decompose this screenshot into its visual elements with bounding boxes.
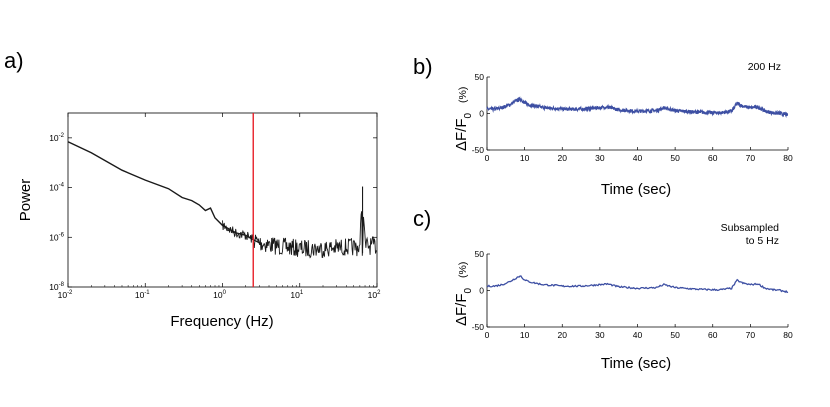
y-label-unit-b: (%) bbox=[457, 87, 469, 103]
x-tick-base-a: 10 bbox=[290, 290, 300, 300]
y-tick-base-a: 10 bbox=[49, 282, 59, 292]
x-tick-exp-a: -2 bbox=[67, 290, 73, 296]
y-tick-label-b: 0 bbox=[479, 109, 484, 119]
y-tick-label-c: -50 bbox=[472, 322, 485, 332]
x-tick-label-a: 10-2 bbox=[58, 290, 73, 300]
y-tick-base-a: 10 bbox=[49, 183, 59, 193]
x-axis-label-b: Time (sec) bbox=[601, 181, 671, 198]
x-tick-label-c: 50 bbox=[670, 330, 680, 340]
y-label-sub-c: 0 bbox=[463, 287, 474, 293]
x-tick-label-b: 60 bbox=[708, 153, 718, 163]
x-tick-label-c: 20 bbox=[558, 330, 568, 340]
x-tick-base-a: 10 bbox=[58, 290, 68, 300]
y-tick-exp-a: -4 bbox=[59, 183, 65, 189]
x-ticks-c: 0 10 20 30 40 50 60 70 80 bbox=[485, 324, 793, 340]
y-tick-label-a: 10-8 bbox=[49, 282, 64, 292]
y-ticks-a: 10-810-610-410-2 bbox=[49, 133, 377, 292]
axes-b bbox=[486, 77, 788, 151]
y-axis-label-c: ΔF/F0 (%) bbox=[453, 262, 474, 326]
x-tick-exp-a: 1 bbox=[300, 290, 304, 296]
y-tick-label-c: 0 bbox=[479, 286, 484, 296]
x-tick-label-b: 50 bbox=[670, 153, 680, 163]
y-label-sub-b: 0 bbox=[463, 112, 474, 118]
x-tick-exp-a: 0 bbox=[223, 290, 227, 296]
y-ticks-b: -50 0 50 bbox=[472, 72, 490, 155]
y-label-main-c: ΔF/F bbox=[453, 293, 470, 326]
x-tick-label-c: 70 bbox=[746, 330, 756, 340]
svg-text:ΔF/F0: ΔF/F0 bbox=[453, 287, 474, 326]
panel-label-c: c) bbox=[413, 206, 431, 231]
x-tick-label-b: 40 bbox=[633, 153, 643, 163]
y-axis-label-a: Power bbox=[17, 179, 34, 222]
panel-label-a: a) bbox=[4, 48, 24, 73]
x-tick-exp-a: -1 bbox=[144, 290, 150, 296]
x-tick-base-a: 10 bbox=[213, 290, 223, 300]
panel-label-b: b) bbox=[413, 54, 433, 79]
x-tick-label-b: 0 bbox=[485, 153, 490, 163]
x-tick-label-a: 102 bbox=[368, 290, 381, 300]
x-tick-label-a: 100 bbox=[213, 290, 226, 300]
y-label-unit-c: (%) bbox=[457, 262, 469, 278]
x-tick-label-b: 20 bbox=[558, 153, 568, 163]
y-tick-label-b: -50 bbox=[472, 145, 485, 155]
axes-c bbox=[486, 254, 788, 328]
x-ticks-b: 0 10 20 30 40 50 60 70 80 bbox=[485, 147, 793, 163]
x-tick-label-c: 40 bbox=[633, 330, 643, 340]
x-ticks-a: 10-2 10-1 100 101 102 bbox=[58, 113, 381, 300]
y-tick-exp-a: -2 bbox=[59, 133, 65, 139]
y-tick-exp-a: -8 bbox=[59, 282, 65, 288]
y-tick-label-a: 10-6 bbox=[49, 232, 64, 242]
trace-5hz-line bbox=[486, 275, 789, 294]
x-tick-base-a: 10 bbox=[135, 290, 145, 300]
y-tick-base-a: 10 bbox=[49, 232, 59, 242]
annotation-subsampled-line1: Subsampled bbox=[721, 222, 780, 234]
x-tick-label-c: 80 bbox=[783, 330, 793, 340]
y-tick-label-c: 50 bbox=[475, 249, 485, 259]
x-axis-label-c: Time (sec) bbox=[601, 355, 671, 372]
x-tick-label-b: 80 bbox=[783, 153, 793, 163]
y-tick-label-a: 10-4 bbox=[49, 183, 64, 193]
x-tick-exp-a: 2 bbox=[377, 290, 381, 296]
y-tick-label-a: 10-2 bbox=[49, 133, 64, 143]
x-tick-label-c: 60 bbox=[708, 330, 718, 340]
x-tick-base-a: 10 bbox=[368, 290, 378, 300]
annotation-200hz: 200 Hz bbox=[748, 61, 781, 73]
power-spectrum-chart: 10-2 10-1 100 101 102 10-810-610-410-2 Frequ… bbox=[17, 112, 381, 330]
x-tick-label-a: 10-1 bbox=[135, 290, 150, 300]
x-tick-label-a: 101 bbox=[290, 290, 303, 300]
y-tick-exp-a: -6 bbox=[59, 232, 65, 238]
power-spectrum-noise-trace bbox=[222, 211, 377, 259]
y-axis-label-b: ΔF/F0 (%) bbox=[453, 87, 474, 151]
y-ticks-c: -50 0 50 bbox=[472, 249, 490, 332]
power-spectrum-noise bbox=[222, 186, 377, 259]
x-tick-label-c: 0 bbox=[485, 330, 490, 340]
x-tick-label-b: 10 bbox=[520, 153, 530, 163]
y-label-main-b: ΔF/F bbox=[453, 118, 470, 151]
x-tick-label-c: 10 bbox=[520, 330, 530, 340]
y-tick-base-a: 10 bbox=[49, 133, 59, 143]
x-tick-label-c: 30 bbox=[595, 330, 605, 340]
trace-200hz-line bbox=[486, 96, 789, 119]
x-tick-label-b: 70 bbox=[746, 153, 756, 163]
plot-frame-a bbox=[67, 112, 378, 288]
y-tick-label-b: 50 bbox=[475, 72, 485, 82]
x-axis-label-a: Frequency (Hz) bbox=[170, 313, 273, 330]
power-spectrum-line bbox=[67, 141, 260, 244]
svg-text:ΔF/F0: ΔF/F0 bbox=[453, 112, 474, 151]
x-tick-label-b: 30 bbox=[595, 153, 605, 163]
annotation-subsampled-line2: to 5 Hz bbox=[746, 235, 779, 247]
